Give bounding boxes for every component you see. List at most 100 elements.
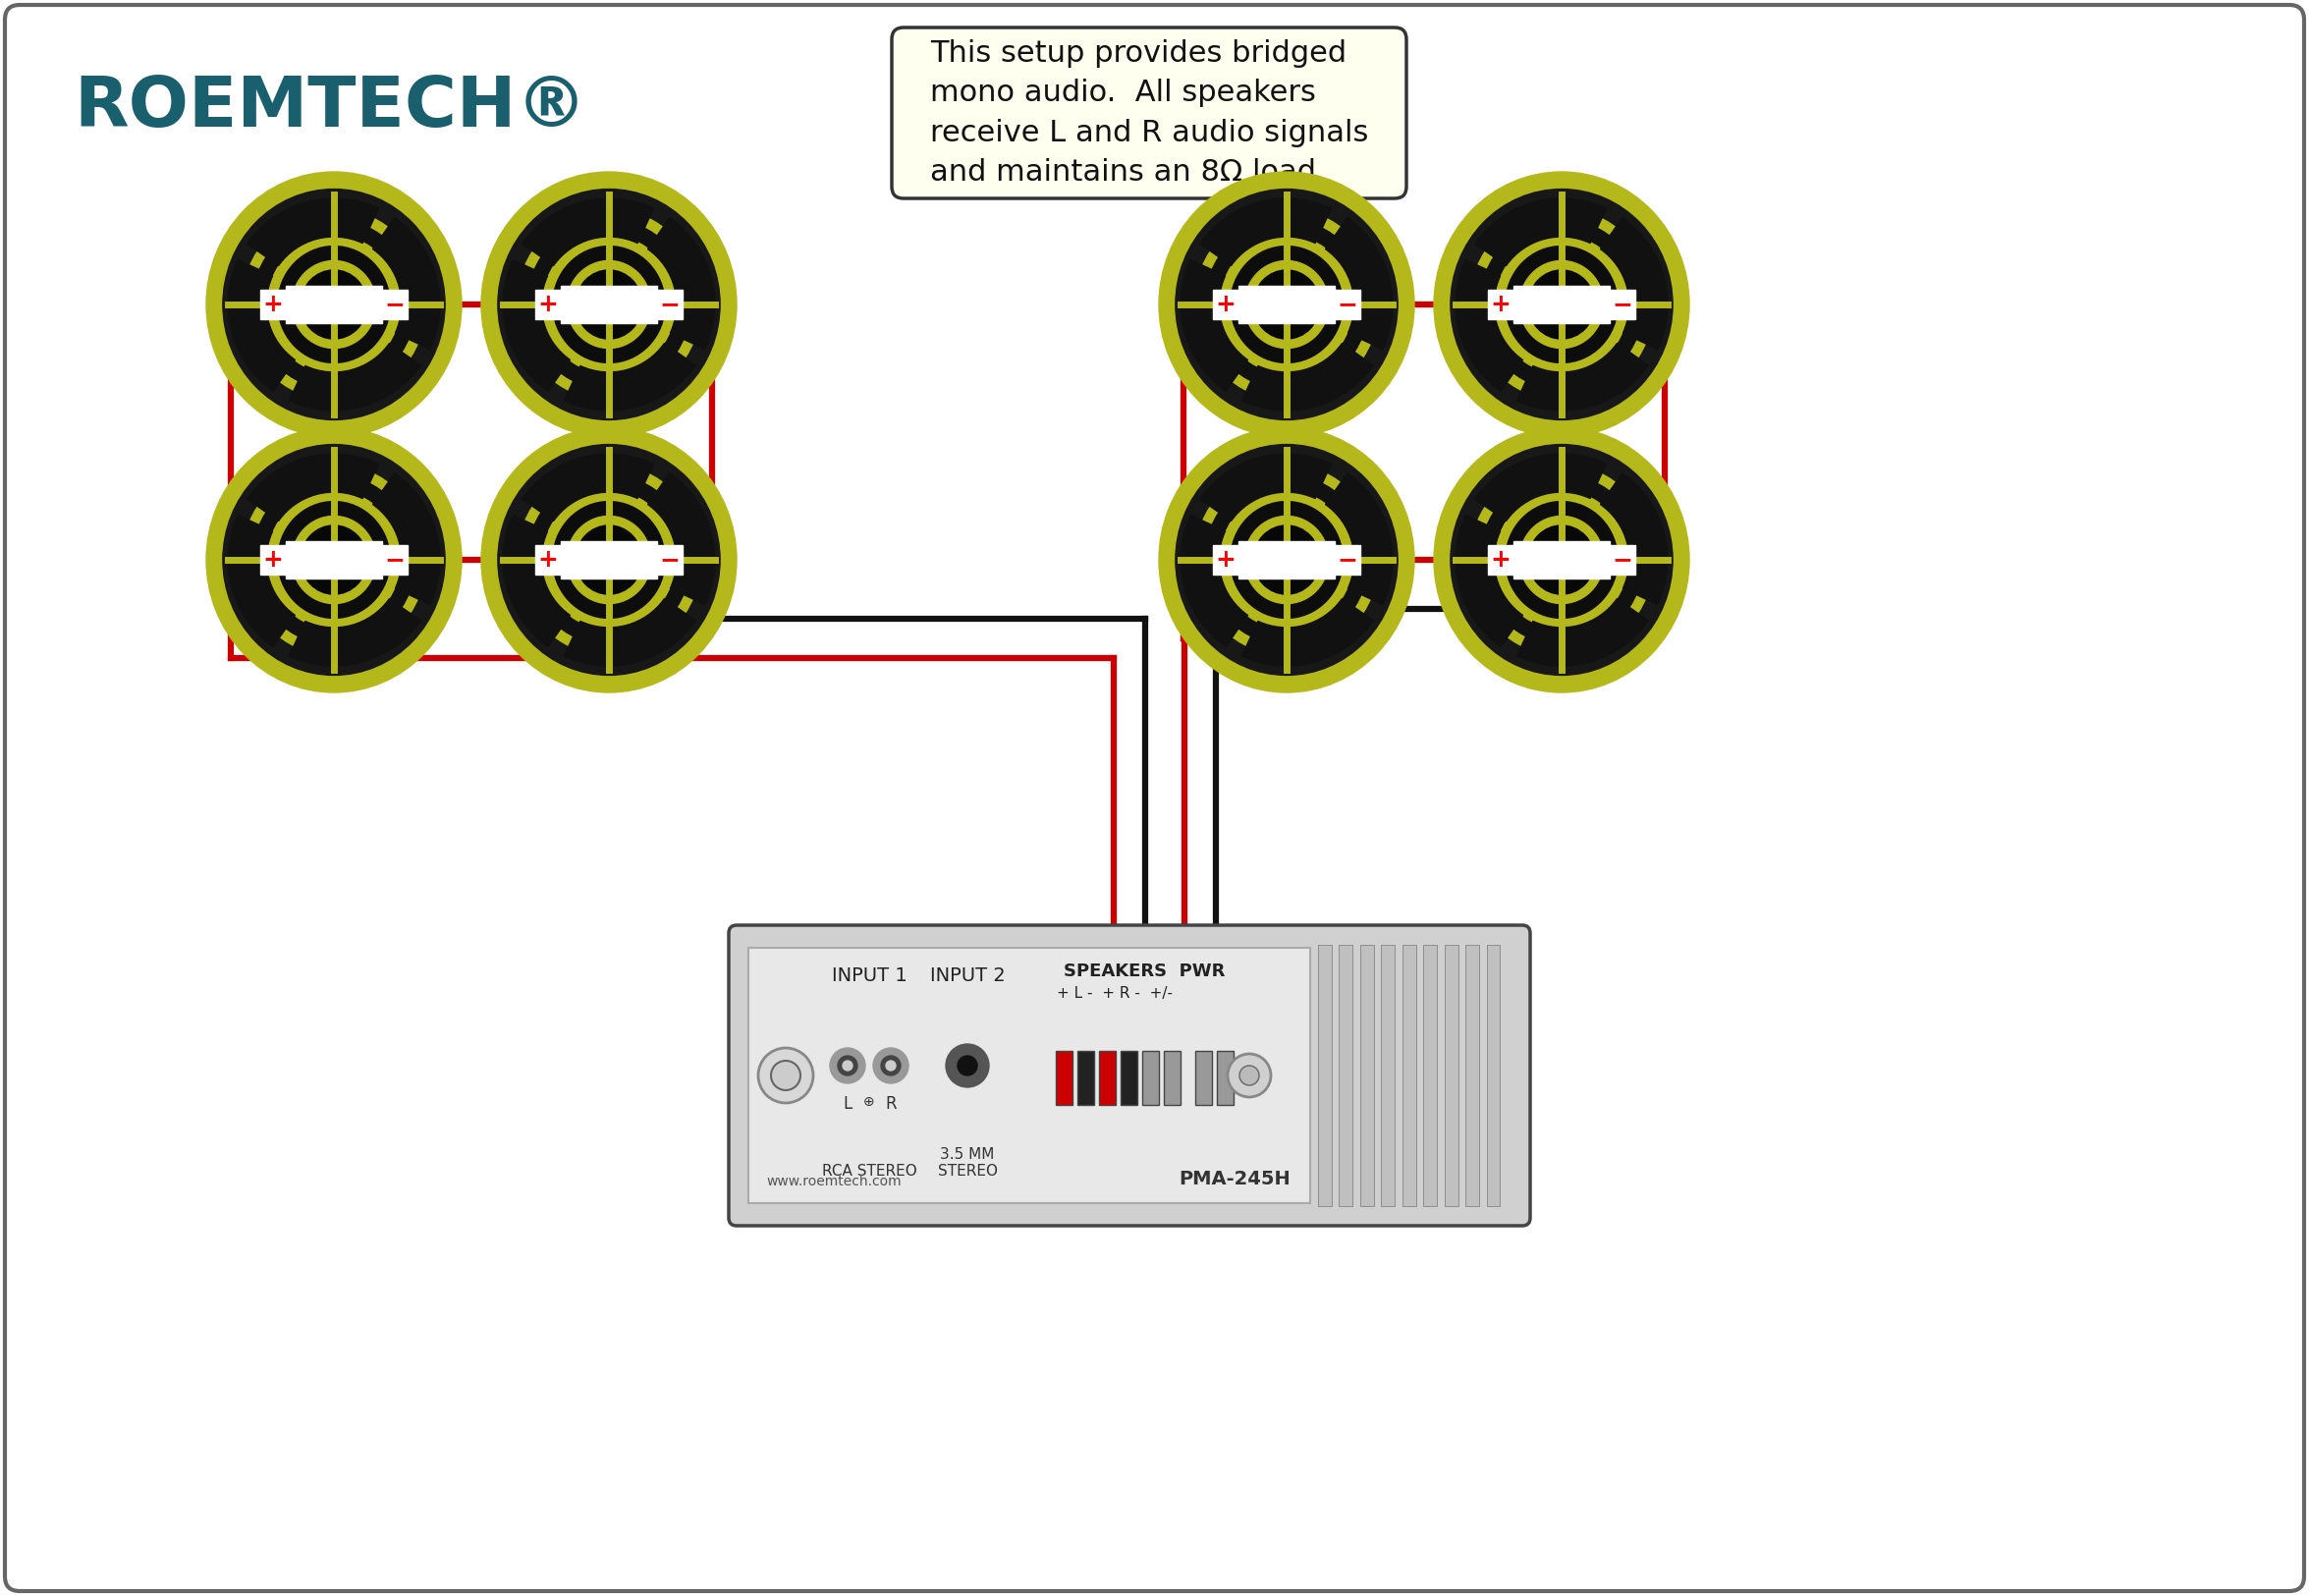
Ellipse shape: [517, 464, 702, 656]
FancyBboxPatch shape: [5, 5, 2304, 1591]
Text: 8Ω: 8Ω: [580, 286, 640, 322]
Bar: [1238, 286, 1335, 322]
Ellipse shape: [566, 260, 651, 348]
Ellipse shape: [517, 209, 702, 401]
Ellipse shape: [1159, 428, 1415, 693]
Bar: [1381, 945, 1395, 1207]
Text: +: +: [263, 292, 284, 316]
Bar: [261, 290, 286, 319]
Ellipse shape: [1231, 246, 1344, 362]
Bar: [1335, 546, 1360, 575]
Ellipse shape: [499, 444, 720, 675]
Ellipse shape: [1159, 172, 1415, 437]
Bar: [656, 546, 683, 575]
Text: −: −: [660, 547, 679, 571]
Wedge shape: [1201, 198, 1332, 265]
Bar: [536, 546, 561, 575]
Wedge shape: [247, 198, 379, 265]
Wedge shape: [1325, 217, 1392, 350]
Ellipse shape: [206, 172, 462, 437]
Ellipse shape: [1245, 260, 1328, 348]
Bar: [1212, 290, 1238, 319]
Circle shape: [873, 1049, 907, 1084]
Ellipse shape: [566, 516, 651, 603]
Wedge shape: [1600, 472, 1667, 605]
Wedge shape: [1180, 516, 1247, 646]
Text: +: +: [538, 547, 559, 571]
Ellipse shape: [499, 188, 720, 420]
Circle shape: [838, 1057, 857, 1076]
Bar: [1335, 290, 1360, 319]
Text: +: +: [1492, 292, 1510, 316]
Bar: [1609, 290, 1635, 319]
Ellipse shape: [252, 220, 416, 389]
Bar: [1318, 945, 1332, 1207]
Ellipse shape: [242, 209, 425, 401]
Bar: [1120, 1050, 1138, 1104]
Ellipse shape: [575, 270, 642, 338]
Ellipse shape: [526, 220, 690, 389]
Ellipse shape: [480, 172, 737, 437]
Wedge shape: [372, 217, 441, 350]
Bar: [286, 286, 381, 322]
Wedge shape: [1242, 343, 1374, 410]
Text: −: −: [383, 292, 404, 316]
Ellipse shape: [268, 492, 399, 629]
Wedge shape: [1517, 343, 1649, 410]
Wedge shape: [1201, 453, 1332, 520]
Ellipse shape: [291, 516, 376, 603]
Bar: [1422, 945, 1436, 1207]
Wedge shape: [1600, 217, 1667, 350]
Ellipse shape: [1434, 428, 1690, 693]
Ellipse shape: [268, 236, 399, 373]
Bar: [381, 546, 406, 575]
Wedge shape: [1475, 453, 1607, 520]
Ellipse shape: [224, 188, 446, 420]
Circle shape: [947, 1044, 988, 1087]
Text: This setup provides bridged
mono audio.  All speakers
receive L and R audio sign: This setup provides bridged mono audio. …: [931, 38, 1369, 187]
FancyBboxPatch shape: [730, 926, 1531, 1226]
Bar: [1489, 290, 1515, 319]
Ellipse shape: [1254, 525, 1321, 594]
Wedge shape: [649, 217, 716, 350]
Ellipse shape: [526, 476, 690, 645]
Ellipse shape: [1194, 464, 1378, 656]
Bar: [1487, 945, 1501, 1207]
Ellipse shape: [242, 464, 425, 656]
Ellipse shape: [1205, 476, 1369, 645]
Ellipse shape: [277, 246, 390, 362]
Bar: [1609, 546, 1635, 575]
Circle shape: [958, 1057, 977, 1076]
Bar: [1238, 541, 1335, 578]
Bar: [1402, 945, 1415, 1207]
Ellipse shape: [1505, 246, 1619, 362]
Circle shape: [771, 1061, 801, 1090]
Bar: [656, 290, 683, 319]
Ellipse shape: [480, 428, 737, 693]
Text: 3.5 MM
STEREO: 3.5 MM STEREO: [937, 1148, 997, 1178]
Ellipse shape: [252, 476, 416, 645]
Text: −: −: [1337, 547, 1358, 571]
Text: + L -  + R -  +/-: + L - + R - +/-: [1058, 986, 1173, 1001]
Wedge shape: [289, 343, 420, 410]
Wedge shape: [289, 598, 420, 666]
Text: SPEAKERS  PWR: SPEAKERS PWR: [1064, 962, 1224, 980]
Wedge shape: [503, 516, 570, 646]
Ellipse shape: [1469, 209, 1653, 401]
Circle shape: [882, 1057, 901, 1076]
Ellipse shape: [1529, 525, 1596, 594]
Ellipse shape: [1219, 236, 1353, 373]
Text: R: R: [884, 1095, 896, 1112]
Text: INPUT 2: INPUT 2: [931, 967, 1004, 985]
Ellipse shape: [206, 428, 462, 693]
Bar: [536, 290, 561, 319]
Wedge shape: [522, 198, 653, 265]
Text: L: L: [843, 1095, 852, 1112]
Wedge shape: [1475, 198, 1607, 265]
Wedge shape: [563, 343, 695, 410]
Bar: [1360, 945, 1374, 1207]
Bar: [1196, 1050, 1212, 1104]
Text: PMA-245H: PMA-245H: [1180, 1170, 1291, 1189]
Wedge shape: [229, 516, 296, 646]
Ellipse shape: [1254, 270, 1321, 338]
